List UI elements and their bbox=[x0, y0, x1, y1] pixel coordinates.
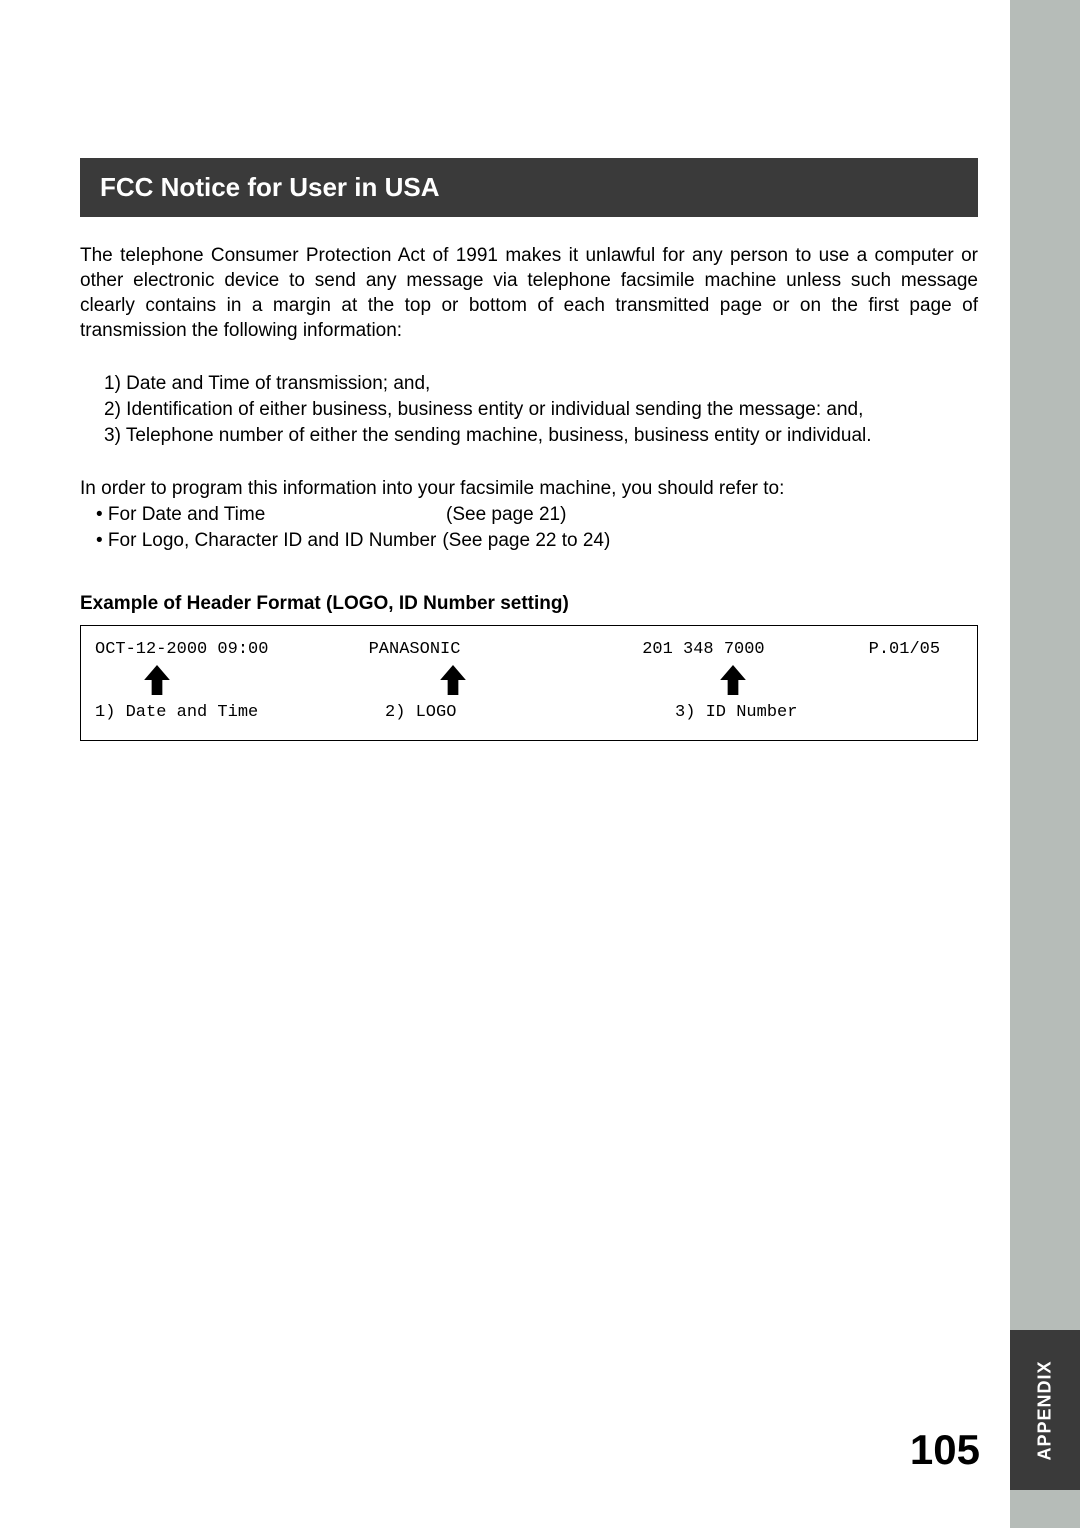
numbered-item-3: 3) Telephone number of either the sendin… bbox=[104, 423, 978, 449]
up-arrow-icon bbox=[719, 665, 747, 695]
bullet-row-1: • For Date and Time (See page 21) bbox=[96, 502, 978, 528]
header-label-row: 1) Date and Time 2) LOGO 3) ID Number bbox=[95, 703, 963, 722]
page-number: 105 bbox=[910, 1426, 980, 1474]
header-example-box: OCT-12-2000 09:00 PANASONIC 201 348 7000… bbox=[80, 625, 978, 741]
intro-paragraph: The telephone Consumer Protection Act of… bbox=[80, 243, 978, 343]
header-label-3: 3) ID Number bbox=[675, 703, 915, 722]
appendix-tab-label: APPENDIX bbox=[1035, 1360, 1056, 1460]
bullet-list: • For Date and Time (See page 21) • For … bbox=[80, 502, 978, 553]
example-heading: Example of Header Format (LOGO, ID Numbe… bbox=[80, 593, 978, 615]
refer-paragraph: In order to program this information int… bbox=[80, 476, 978, 502]
content-area: FCC Notice for User in USA The telephone… bbox=[80, 158, 978, 741]
appendix-tab: APPENDIX bbox=[1010, 1330, 1080, 1490]
arrow-2 bbox=[385, 665, 675, 695]
header-example-row: OCT-12-2000 09:00 PANASONIC 201 348 7000… bbox=[95, 640, 963, 659]
section-title-bar: FCC Notice for User in USA bbox=[80, 158, 978, 217]
side-strip bbox=[1010, 0, 1080, 1528]
bullet-1-ref: (See page 21) bbox=[446, 502, 566, 528]
numbered-list: 1) Date and Time of transmission; and, 2… bbox=[80, 371, 978, 448]
numbered-item-2: 2) Identification of either business, bu… bbox=[104, 397, 978, 423]
header-datetime: OCT-12-2000 09:00 bbox=[95, 640, 369, 659]
header-logo: PANASONIC bbox=[369, 640, 643, 659]
bullet-1-label: • For Date and Time bbox=[96, 502, 446, 528]
bullet-2-label: • For Logo, Character ID and ID Number bbox=[96, 528, 442, 554]
up-arrow-icon bbox=[143, 665, 171, 695]
arrow-3 bbox=[675, 665, 915, 695]
header-pagecount: P.01/05 bbox=[869, 640, 963, 659]
manual-page: FCC Notice for User in USA The telephone… bbox=[0, 0, 1080, 1528]
arrow-1 bbox=[95, 665, 385, 695]
bullet-row-2: • For Logo, Character ID and ID Number (… bbox=[96, 528, 978, 554]
up-arrow-icon bbox=[439, 665, 467, 695]
header-label-1: 1) Date and Time bbox=[95, 703, 385, 722]
numbered-item-1: 1) Date and Time of transmission; and, bbox=[104, 371, 978, 397]
section-title: FCC Notice for User in USA bbox=[100, 172, 440, 202]
arrow-row bbox=[95, 665, 963, 695]
header-label-2: 2) LOGO bbox=[385, 703, 675, 722]
bullet-2-ref: (See page 22 to 24) bbox=[442, 528, 610, 554]
header-idnumber: 201 348 7000 bbox=[642, 640, 868, 659]
